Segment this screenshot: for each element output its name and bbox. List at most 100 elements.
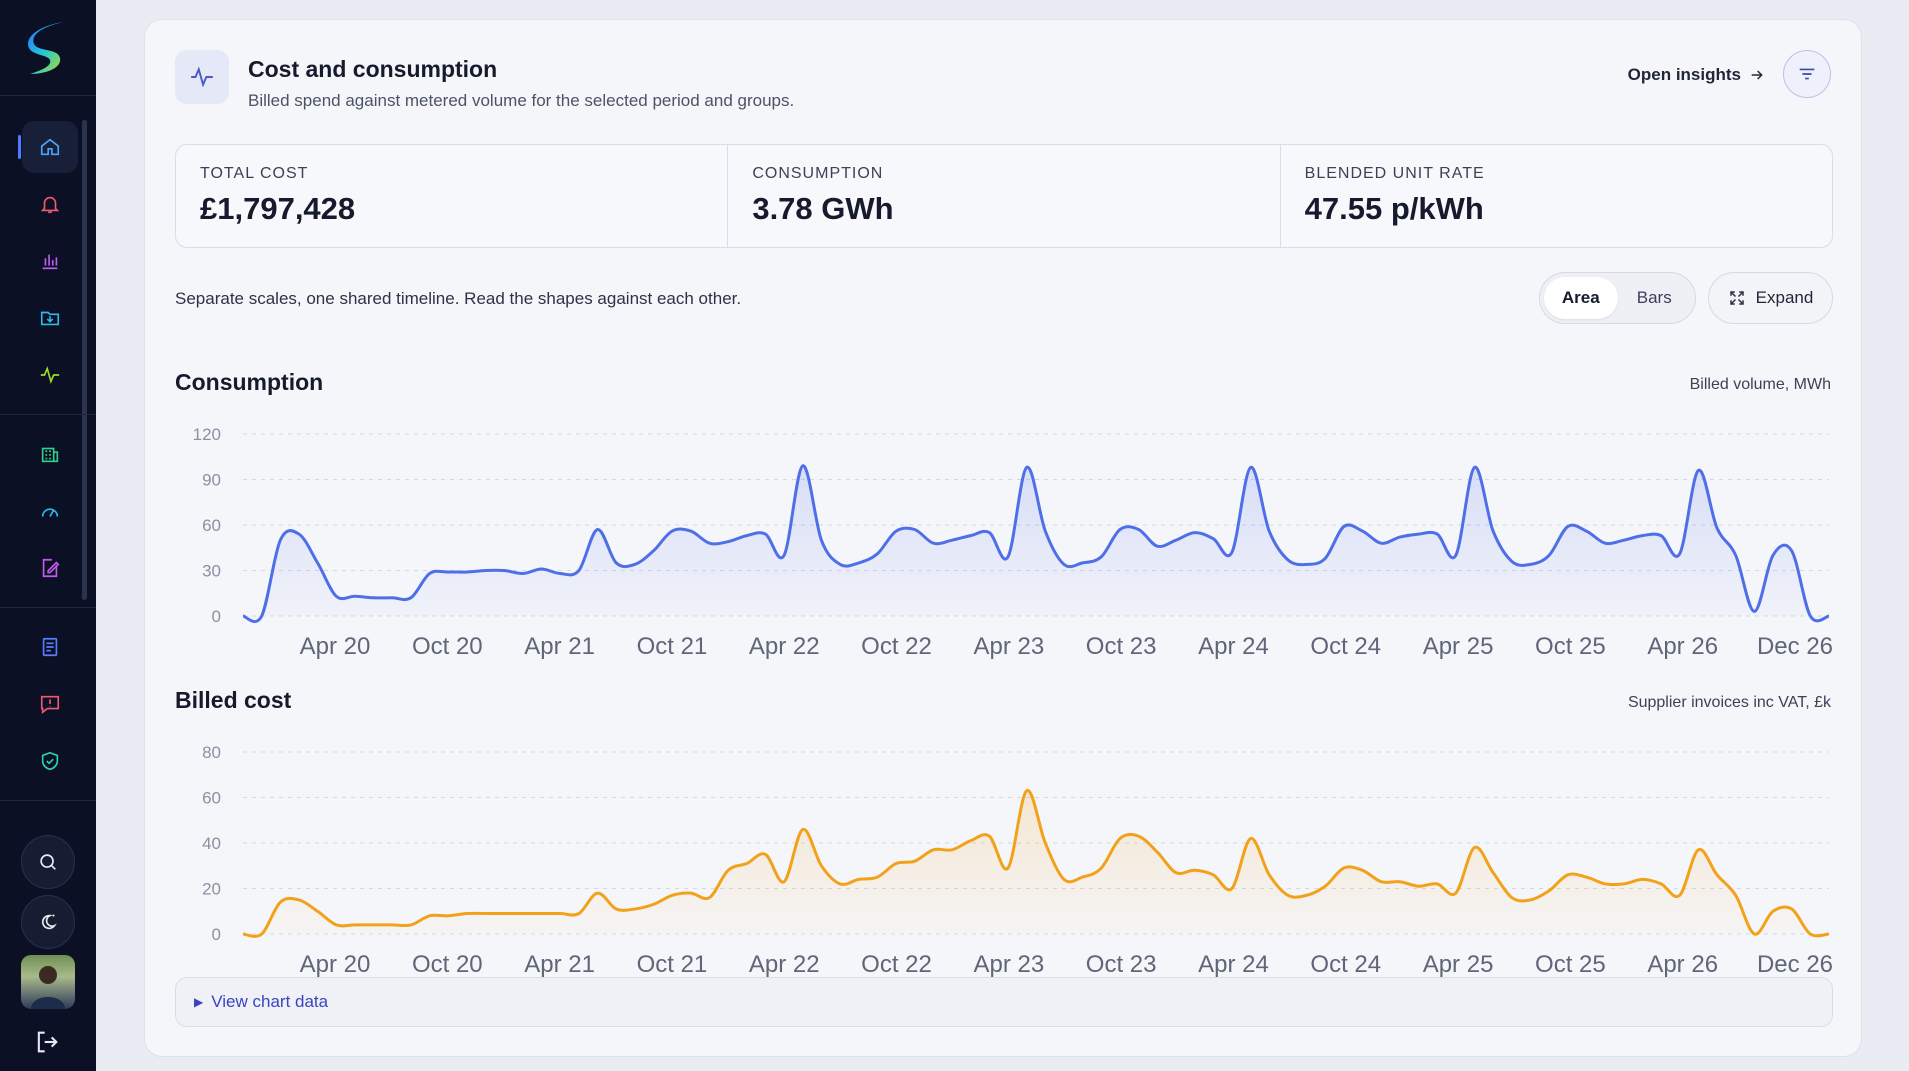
- kpi-value: 3.78 GWh: [752, 191, 894, 226]
- sidebar-divider: [0, 95, 96, 96]
- expand-button[interactable]: Expand: [1708, 272, 1833, 324]
- view-option-bars[interactable]: Bars: [1636, 288, 1672, 307]
- edit-document-icon: [42, 558, 60, 578]
- x-tick-label: Apr 23: [973, 633, 1044, 660]
- x-tick-label: Apr 26: [1647, 633, 1718, 660]
- x-tick-label: Apr 22: [749, 951, 820, 978]
- app-logo[interactable]: [24, 18, 72, 78]
- x-tick-label: Oct 21: [637, 633, 708, 660]
- report-icon: [42, 637, 58, 657]
- nav-analytics[interactable]: [22, 235, 78, 287]
- nav-activity[interactable]: [22, 349, 78, 401]
- consumption-unit-label: Billed volume, MWh: [1689, 376, 1831, 393]
- triangle-right-icon: ▶: [194, 995, 204, 1009]
- view-option-area[interactable]: Area: [1544, 277, 1618, 319]
- x-tick-label: Oct 22: [861, 951, 932, 978]
- expand-label: Expand: [1755, 288, 1814, 307]
- y-tick-label: 0: [212, 607, 221, 626]
- nav-compliance[interactable]: [22, 735, 78, 787]
- header-pulse-badge: [175, 50, 229, 104]
- card-subtitle: Billed spend against metered volume for …: [248, 91, 795, 110]
- kpi-consumption: CONSUMPTION 3.78 GWh: [728, 145, 1281, 247]
- card-title: Cost and consumption: [248, 56, 498, 82]
- sidebar: [0, 0, 96, 1071]
- series-area: [243, 790, 1829, 937]
- arrow-right-icon: [1751, 70, 1763, 80]
- y-tick-label: 60: [202, 789, 221, 808]
- nav-meters[interactable]: [22, 485, 78, 537]
- kpi-label: CONSUMPTION: [752, 165, 884, 182]
- series-area: [243, 465, 1829, 622]
- x-tick-label: Apr 26: [1647, 951, 1718, 978]
- nav-reports[interactable]: [22, 621, 78, 673]
- series-line: [242, 464, 1830, 624]
- kpi-total-cost: TOTAL COST £1,797,428: [176, 145, 729, 247]
- gauge-icon: [41, 508, 59, 517]
- x-tick-label: Oct 21: [637, 951, 708, 978]
- shield-check-icon: [41, 751, 59, 771]
- consumption-chart: 0 30 60 90 120 Apr 20 Oct 20 Apr 21 Oct 21 Apr 22…: [193, 425, 1833, 660]
- home-icon: [40, 138, 60, 156]
- x-tick-label: Oct 24: [1310, 633, 1381, 660]
- view-chart-data-label: View chart data: [211, 992, 329, 1011]
- kpi-label: BLENDED UNIT RATE: [1304, 165, 1485, 182]
- y-tick-label: 120: [193, 425, 221, 444]
- x-tick-label: Apr 22: [749, 633, 820, 660]
- nav-contracts[interactable]: [22, 542, 78, 594]
- search-button[interactable]: [21, 835, 75, 889]
- bar-chart-icon: [42, 254, 58, 270]
- billed-cost-chart: 0 20 40 60 80 Apr 20 Oct 20 Apr 21 Oct 21 Apr 22 O…: [202, 743, 1833, 978]
- x-tick-label: Dec 26: [1757, 633, 1833, 660]
- nav-issues[interactable]: [22, 678, 78, 730]
- avatar[interactable]: [21, 955, 75, 1009]
- y-tick-label: 90: [202, 471, 221, 490]
- kpi-value: £1,797,428: [200, 191, 356, 226]
- alert-message-icon: [40, 695, 60, 714]
- sidebar-scrollbar[interactable]: [82, 120, 87, 600]
- x-tick-label: Dec 26: [1757, 951, 1833, 978]
- y-tick-label: 80: [202, 743, 221, 762]
- pulse-icon: [40, 366, 60, 384]
- x-tick-label: Oct 20: [412, 633, 483, 660]
- kpi-label: TOTAL COST: [200, 165, 309, 182]
- avatar-image: [31, 966, 65, 1009]
- cost-chart-title: Billed cost: [175, 687, 292, 713]
- logout-icon[interactable]: [33, 1028, 61, 1056]
- nav-home[interactable]: [18, 121, 78, 173]
- x-tick-label: Apr 21: [524, 951, 595, 978]
- cost-consumption-card: Cost and consumption Billed spend agains…: [144, 19, 1862, 1057]
- nav-alerts[interactable]: [22, 178, 78, 230]
- theme-toggle-icon: [41, 914, 57, 930]
- y-tick-label: 40: [202, 834, 221, 853]
- filter-button[interactable]: [1783, 50, 1831, 98]
- x-tick-label: Apr 25: [1423, 633, 1494, 660]
- theme-toggle-button[interactable]: [21, 895, 75, 949]
- x-tick-label: Oct 23: [1086, 951, 1157, 978]
- y-tick-label: 20: [202, 880, 221, 899]
- x-tick-label: Apr 20: [300, 951, 371, 978]
- x-tick-label: Oct 22: [861, 633, 932, 660]
- x-tick-label: Oct 20: [412, 951, 483, 978]
- chart-caption: Separate scales, one shared timeline. Re…: [175, 289, 742, 308]
- series-line: [242, 789, 1830, 938]
- nav-imports[interactable]: [22, 292, 78, 344]
- pulse-icon: [191, 66, 213, 88]
- x-tick-label: Apr 25: [1423, 951, 1494, 978]
- folder-download-icon: [40, 311, 60, 326]
- y-tick-label: 0: [212, 925, 221, 944]
- nav-sites[interactable]: [22, 428, 78, 480]
- building-icon: [41, 447, 59, 463]
- kpi-unit-rate: BLENDED UNIT RATE 47.55 p/kWh: [1281, 145, 1832, 247]
- consumption-chart-title: Consumption: [175, 369, 324, 395]
- sidebar-divider: [0, 800, 96, 801]
- x-tick-label: Oct 25: [1535, 633, 1606, 660]
- expand-icon: [1729, 291, 1744, 305]
- x-tick-label: Oct 25: [1535, 951, 1606, 978]
- x-tick-label: Apr 24: [1198, 633, 1269, 660]
- view-chart-data-toggle[interactable]: ▶ View chart data: [175, 977, 1833, 1027]
- kpi-value: 47.55 p/kWh: [1304, 191, 1484, 226]
- open-insights-link[interactable]: Open insights: [1628, 65, 1765, 85]
- kpi-strip: TOTAL COST £1,797,428 CONSUMPTION 3.78 G…: [175, 144, 1833, 248]
- open-insights-label: Open insights: [1627, 65, 1741, 84]
- x-tick-label: Oct 24: [1310, 951, 1381, 978]
